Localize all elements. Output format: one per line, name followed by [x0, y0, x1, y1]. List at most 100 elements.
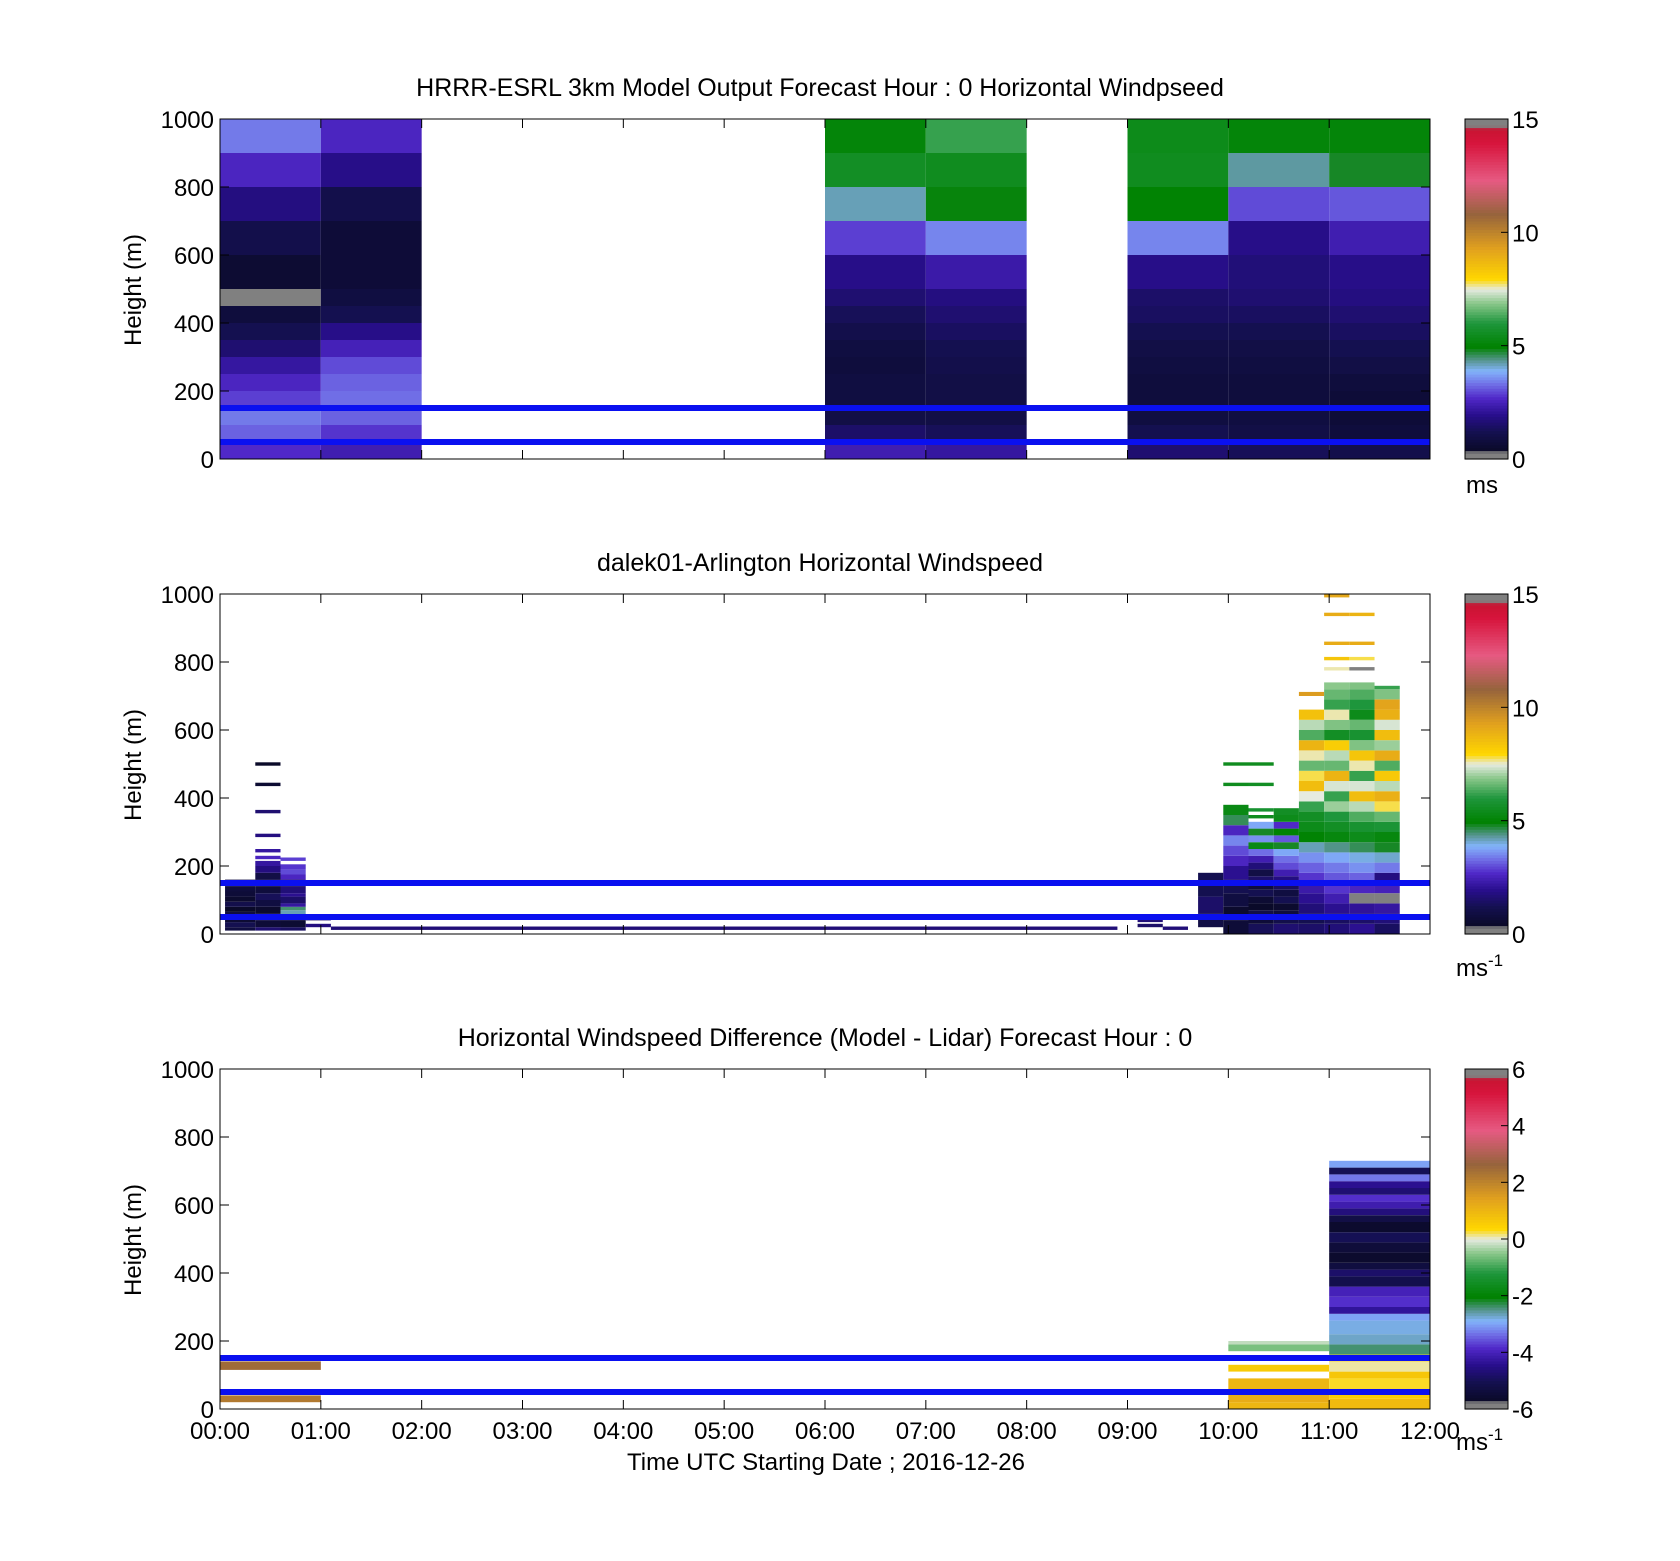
- difference-colorbar-segment: [1465, 1168, 1508, 1172]
- lidar-y-tick-label: 400: [174, 786, 214, 813]
- lidar-cell: [1273, 815, 1299, 822]
- lidar-colorbar-tick-label: 5: [1512, 809, 1525, 836]
- lidar-cell: [1298, 811, 1325, 822]
- lidar-cell: [1298, 791, 1325, 802]
- lidar-colorbar-segment: [1465, 676, 1508, 680]
- model-colorbar-segment: [1465, 436, 1508, 440]
- lidar-cell: [1298, 740, 1325, 751]
- lidar-colorbar-segment: [1465, 809, 1508, 813]
- difference-colorbar-segment: [1465, 1349, 1508, 1353]
- difference-colorbar-tick-label: -2: [1512, 1284, 1533, 1311]
- model-colorbar-frame: [1464, 118, 1509, 460]
- difference-cell: [220, 1395, 321, 1403]
- difference-colorbar-segment: [1465, 1171, 1508, 1175]
- lidar-cell: [1349, 656, 1375, 661]
- lidar-reference-lines: [220, 880, 1430, 920]
- lidar-cell: [1374, 709, 1400, 720]
- difference-colorbar-segment: [1465, 1400, 1508, 1404]
- lidar-cell: [1324, 781, 1350, 792]
- lidar-colorbar-segment: [1465, 596, 1508, 601]
- model-colorbar-segment: [1465, 450, 1508, 454]
- model-colorbar-segment: [1465, 442, 1508, 446]
- model-cell: [220, 119, 321, 153]
- difference-colorbar-segment: [1465, 1137, 1508, 1141]
- model-cell: [1329, 289, 1430, 306]
- lidar-cell: [1349, 923, 1375, 934]
- model-cell: [320, 374, 422, 391]
- difference-colorbar-segment: [1465, 1071, 1508, 1076]
- model-colorbar-segment: [1465, 212, 1508, 216]
- model-cell: [1329, 408, 1430, 425]
- difference-colorbar-segment: [1465, 1366, 1508, 1370]
- x-tick-label: 06:00: [795, 1418, 855, 1445]
- lidar-cell: [1273, 883, 1299, 890]
- model-colorbar-segment: [1465, 223, 1508, 228]
- lidar-colorbar-segment: [1465, 846, 1508, 850]
- model-cell: [1228, 119, 1330, 153]
- model-colorbar-segment: [1465, 317, 1508, 321]
- lidar-colorbar-segment: [1465, 602, 1508, 606]
- difference-panel: Horizontal Windspeed Difference (Model -…: [120, 1024, 1533, 1456]
- lidar-title: dalek01-Arlington Horizontal Windspeed: [597, 549, 1043, 577]
- model-colorbar-segment: [1465, 215, 1508, 219]
- model-cell: [825, 153, 926, 187]
- lidar-cell: [1324, 719, 1350, 730]
- difference-colorbar-segment: [1465, 1360, 1508, 1365]
- difference-colorbar-segment: [1465, 1270, 1508, 1274]
- lidar-cell: [1324, 699, 1350, 710]
- model-cell: [1228, 153, 1330, 187]
- model-colorbar-segment: [1465, 255, 1508, 259]
- lidar-cell: [1349, 719, 1375, 730]
- lidar-colorbar-segment: [1465, 885, 1508, 890]
- lidar-colorbar-segment: [1465, 894, 1508, 898]
- difference-cell: [1329, 1174, 1430, 1182]
- model-colorbar-segment: [1465, 427, 1508, 432]
- model-colorbar-tick-label: 5: [1512, 334, 1525, 361]
- model-cell: [1228, 340, 1330, 357]
- lidar-cell: [1248, 883, 1274, 890]
- difference-title: Horizontal Windspeed Difference (Model -…: [458, 1024, 1193, 1052]
- model-cell: [1329, 425, 1430, 442]
- lidar-cell: [255, 927, 281, 931]
- model-cell: [825, 187, 926, 221]
- difference-cell: [1329, 1201, 1430, 1209]
- model-colorbar-segment: [1465, 158, 1508, 163]
- lidar-cell: [1349, 903, 1375, 914]
- difference-colorbar-segment: [1465, 1369, 1508, 1373]
- lidar-colorbar-segment: [1465, 803, 1508, 808]
- difference-colorbar-segment: [1465, 1162, 1508, 1166]
- lidar-colorbar-segment: [1465, 698, 1508, 703]
- model-colorbar-segment: [1465, 286, 1508, 290]
- lidar-cell: [1324, 811, 1350, 822]
- model-cell: [1127, 391, 1229, 408]
- model-colorbar-segment: [1465, 306, 1508, 310]
- model-cell: [320, 153, 422, 187]
- model-colorbar-segment: [1465, 362, 1508, 367]
- model-cell: [220, 323, 321, 340]
- model-title: HRRR-ESRL 3km Model Output Forecast Hour…: [416, 74, 1224, 102]
- difference-colorbar-segment: [1465, 1122, 1508, 1127]
- model-cell: [925, 374, 1027, 391]
- lidar-cell: [1273, 828, 1299, 836]
- model-cell: [220, 408, 321, 425]
- model-colorbar-segment: [1465, 283, 1508, 287]
- lidar-cell: [1273, 889, 1299, 897]
- difference-colorbar-segment: [1465, 1100, 1508, 1104]
- lidar-colorbar-segment: [1465, 922, 1508, 927]
- lidar-cell: [1374, 842, 1400, 853]
- lidar-cell: [1248, 762, 1274, 766]
- difference-colorbar-segment: [1465, 1315, 1508, 1319]
- lidar-cell: [1248, 917, 1274, 924]
- x-tick-label: 05:00: [694, 1418, 754, 1445]
- model-colorbar-segment: [1465, 340, 1508, 344]
- model-cell: [1329, 221, 1430, 255]
- model-cell: [320, 306, 422, 323]
- model-cell: [1228, 425, 1330, 442]
- lidar-cell: [255, 860, 281, 866]
- lidar-cell: [1248, 876, 1274, 883]
- lidar-cell: [1349, 893, 1375, 904]
- model-colorbar-segment: [1465, 280, 1508, 284]
- model-colorbar-segment: [1465, 243, 1508, 248]
- model-cell: [320, 357, 422, 374]
- model-cell: [1127, 255, 1229, 289]
